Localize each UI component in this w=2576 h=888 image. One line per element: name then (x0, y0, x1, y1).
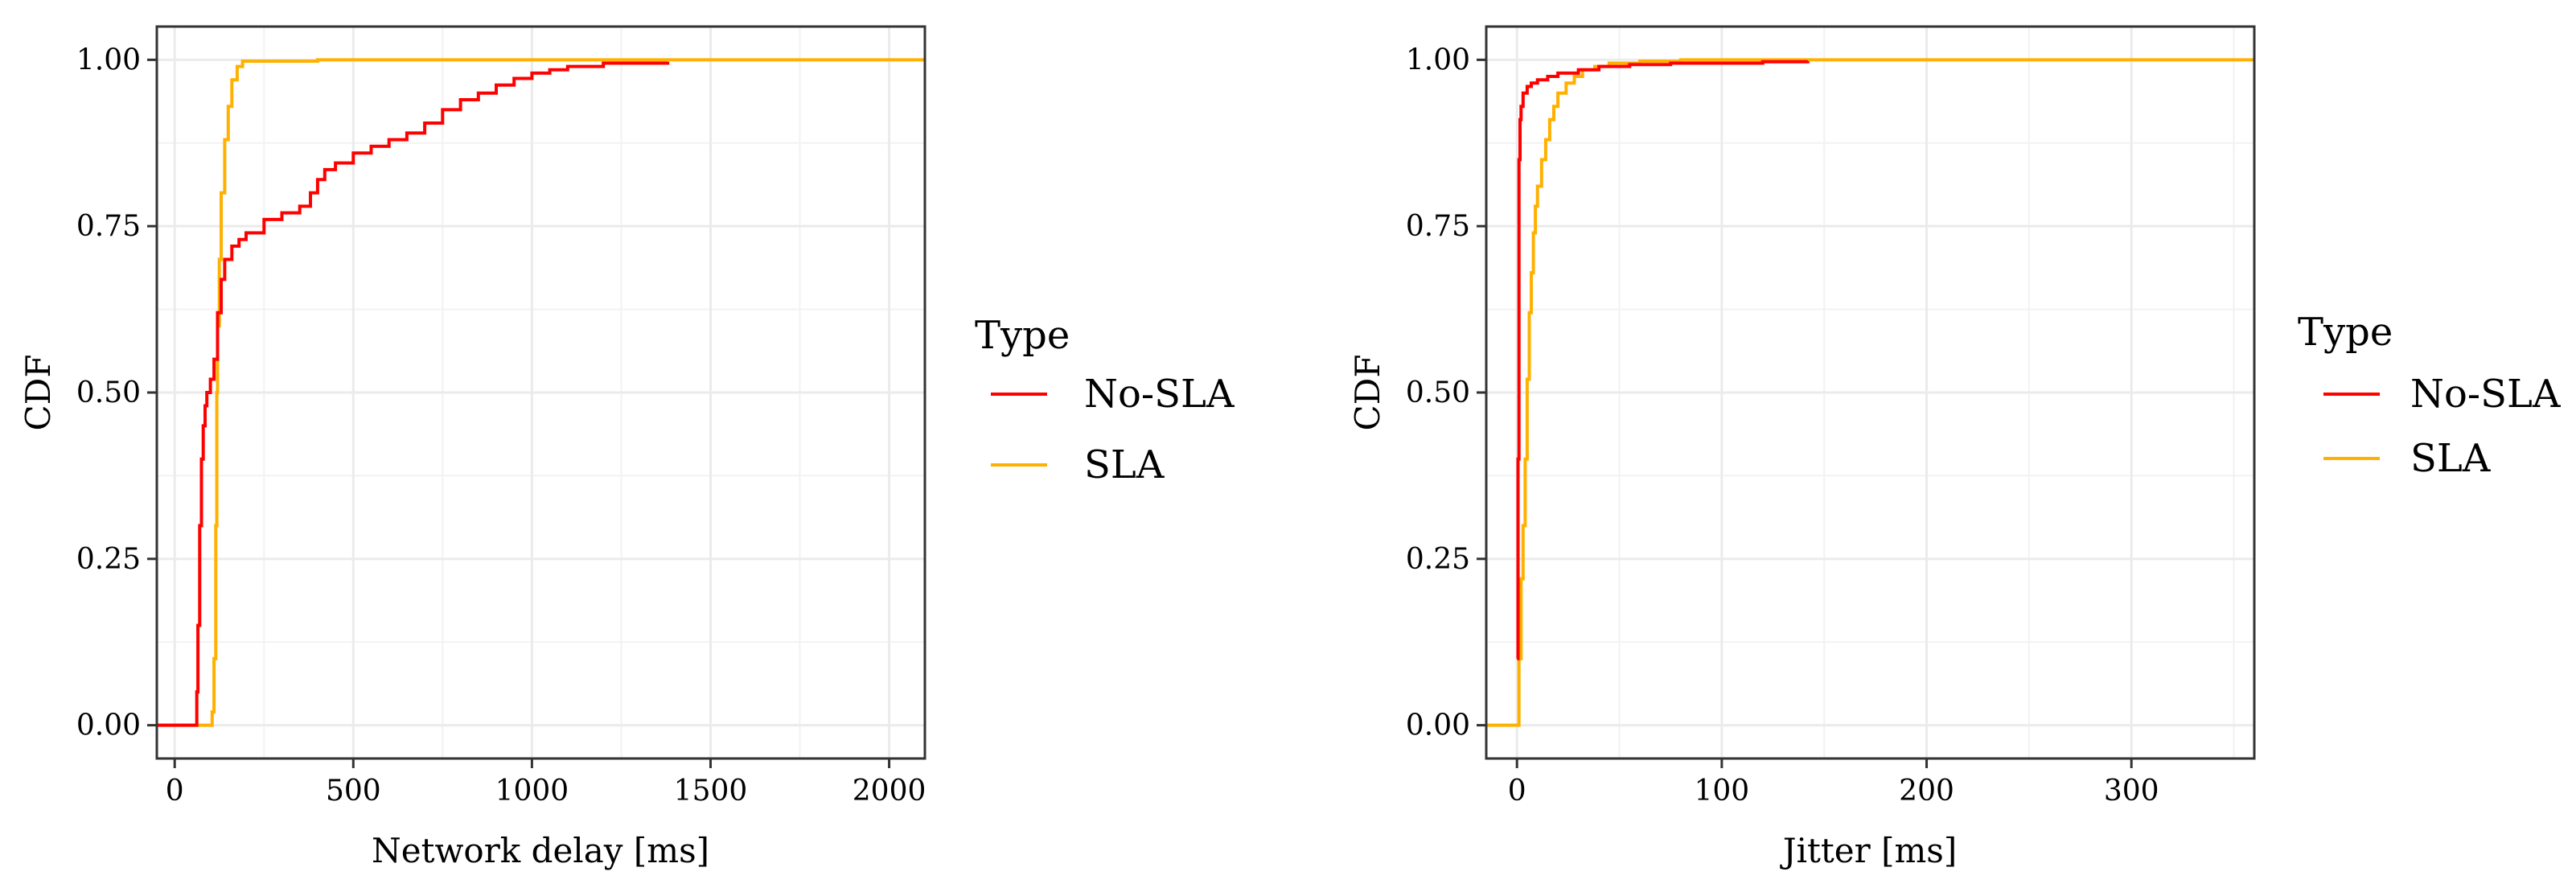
legend: Type No-SLA SLA (975, 313, 1235, 487)
y-axis-title: CDF (1348, 355, 1387, 431)
y-tick-label: 0.75 (1406, 210, 1470, 243)
legend-title: Type (975, 313, 1070, 358)
x-tick-label: 1500 (674, 775, 748, 808)
y-tick-label: 1.00 (1406, 43, 1470, 76)
x-tick-label: 200 (1899, 775, 1954, 808)
y-tick-label: 0.25 (76, 543, 141, 576)
legend-label-no-sla: No-SLA (2410, 372, 2562, 417)
series-lines (157, 58, 925, 727)
y-tick-label: 1.00 (76, 43, 141, 76)
y-tick-label: 0.75 (76, 210, 141, 243)
series-line-no-sla (1516, 60, 1810, 660)
x-tick-label: 0 (166, 775, 184, 808)
x-tick-label: 0 (1508, 775, 1526, 808)
y-tick-label: 0.00 (76, 709, 141, 742)
jitter-cdf-chart: 0 100 200 300 0.00 0.25 0.50 0.75 1.00 Jitter [m… (1348, 25, 2562, 870)
series-line-sla (157, 58, 925, 727)
y-tick-label: 0.50 (76, 376, 141, 409)
y-tick-label: 0.25 (1406, 543, 1470, 576)
x-tick-label: 100 (1695, 775, 1750, 808)
legend: Type No-SLA SLA (2298, 310, 2562, 481)
series-lines (1486, 58, 2254, 727)
x-tick-label: 300 (2104, 775, 2159, 808)
grid-lines (157, 27, 925, 758)
x-axis-title: Jitter [ms] (1780, 831, 1957, 870)
y-tick-label: 0.00 (1406, 709, 1470, 742)
network-delay-cdf-chart: 0 500 1000 1500 2000 0.00 0.25 0.50 0.75 1.00 Net… (18, 25, 1235, 870)
y-axis-title: CDF (18, 355, 58, 431)
y-tick-label: 0.50 (1406, 376, 1470, 409)
axis-ticks: 0 500 1000 1500 2000 0.00 0.25 0.50 0.75 1.00 (76, 43, 926, 808)
axis-ticks: 0 100 200 300 0.00 0.25 0.50 0.75 1.00 (1406, 43, 2159, 808)
legend-label-sla: SLA (1084, 442, 1165, 487)
x-tick-label: 500 (326, 775, 381, 808)
legend-label-no-sla: No-SLA (1084, 372, 1235, 417)
x-tick-label: 2000 (853, 775, 926, 808)
x-axis-title: Network delay [ms] (372, 831, 709, 870)
legend-label-sla: SLA (2410, 436, 2492, 481)
x-tick-label: 1000 (495, 775, 569, 808)
legend-title: Type (2298, 310, 2393, 355)
series-line-no-sla (157, 61, 670, 727)
